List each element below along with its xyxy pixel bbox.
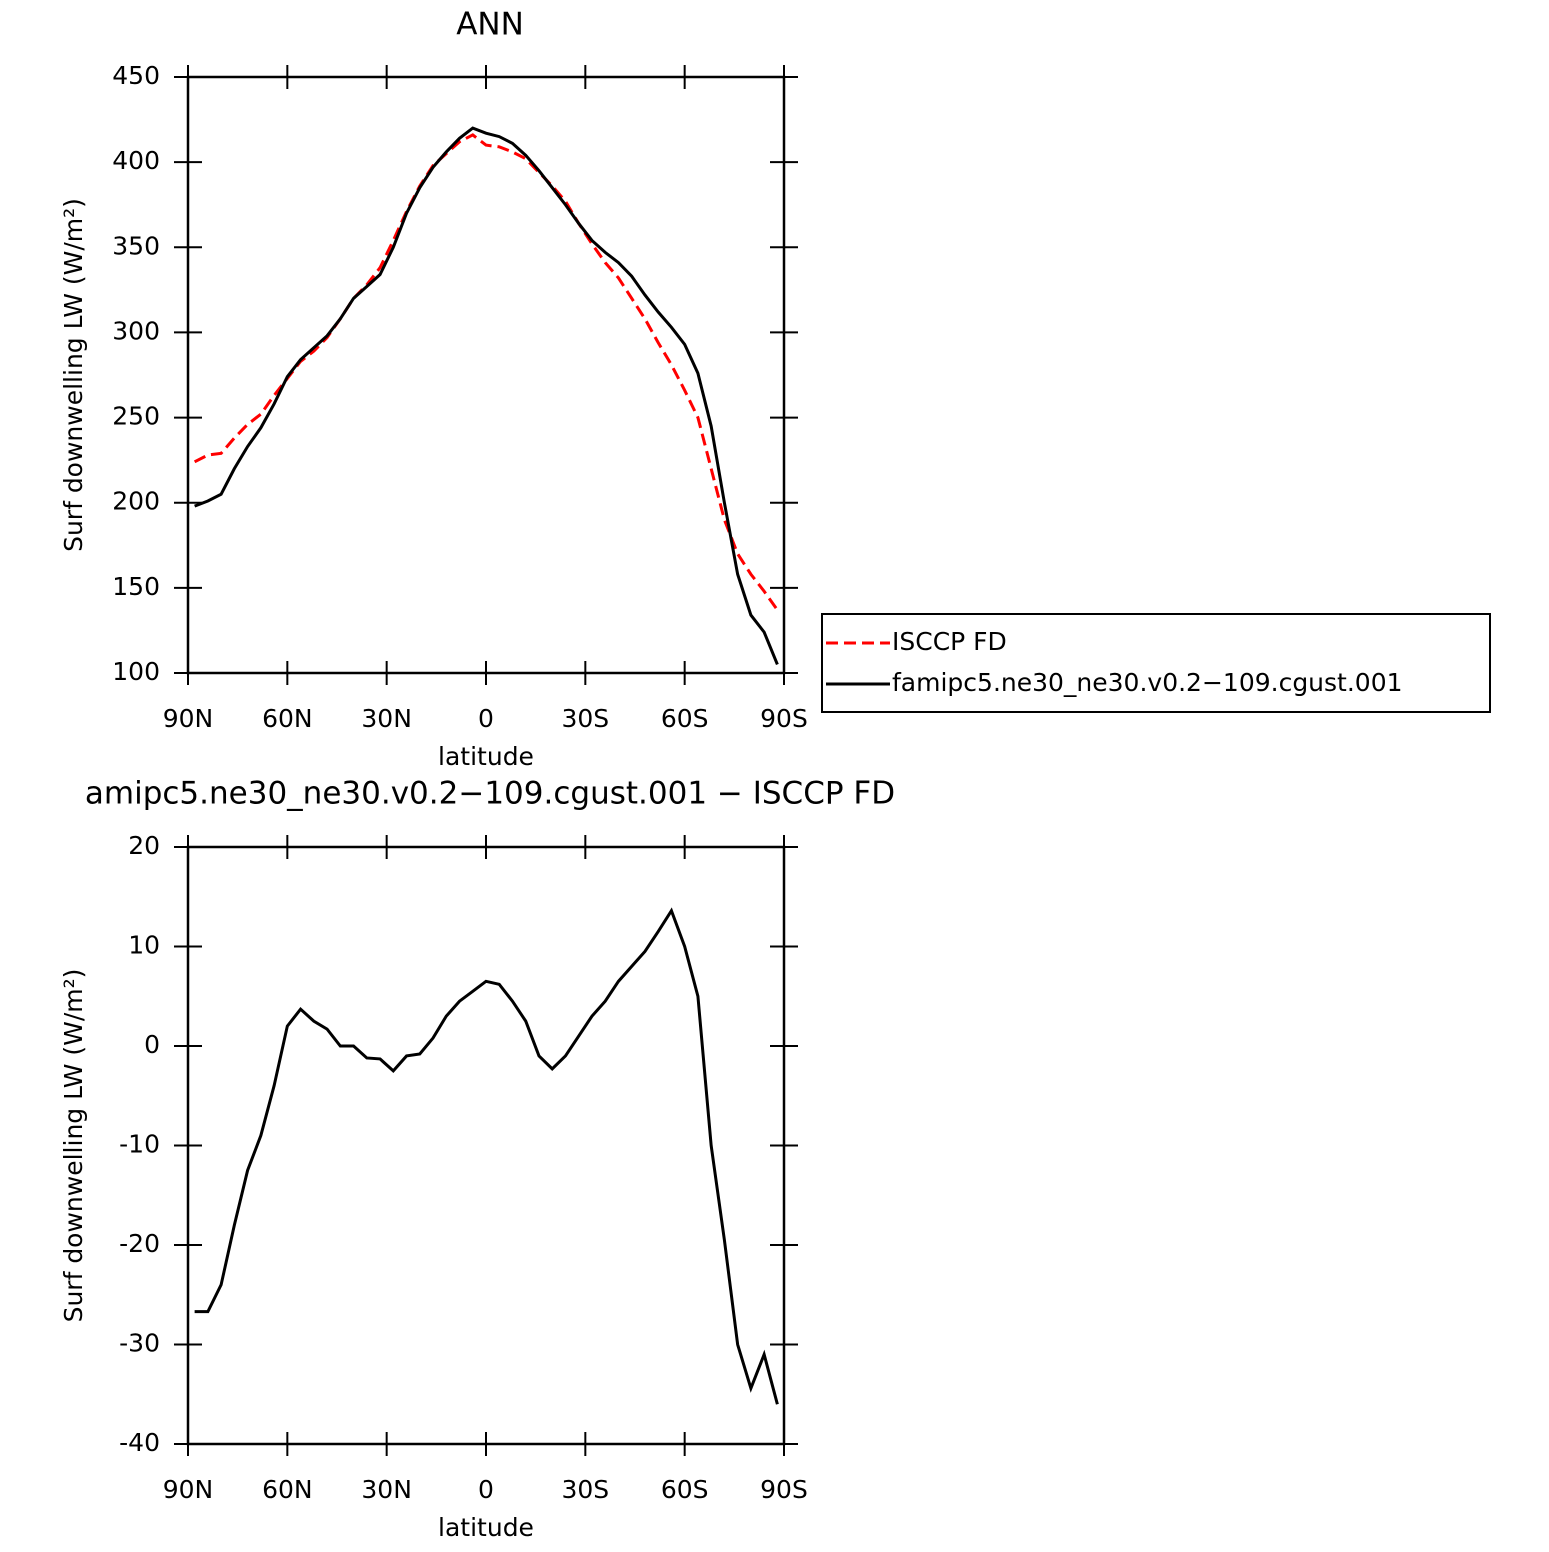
chart-title: amipc5.ne30_ne30.v0.2−109.cgust.001 − IS… — [85, 776, 895, 812]
y-tick-label: 20 — [128, 831, 160, 860]
y-tick-label: 100 — [112, 657, 160, 686]
x-tick-label: 30S — [561, 1475, 609, 1504]
plot-frame — [186, 845, 786, 1446]
x-tick-label: 30S — [561, 704, 609, 733]
y-tick-label: 150 — [112, 572, 160, 601]
x-axis-label: latitude — [438, 1513, 534, 1542]
y-tick-label: -30 — [119, 1329, 160, 1358]
y-axis-label: Surf downwelling LW (W/m²) — [59, 969, 88, 1323]
x-tick-label: 60N — [262, 704, 313, 733]
y-tick-label: 450 — [112, 61, 160, 90]
legend-label: famipc5.ne30_ne30.v0.2−109.cgust.001 — [892, 668, 1403, 697]
y-tick-label: -20 — [119, 1229, 160, 1258]
data-line — [194, 126, 779, 666]
y-tick-label: 300 — [112, 316, 160, 345]
x-tick-label: 0 — [478, 704, 494, 733]
x-tick-label: 90N — [163, 704, 214, 733]
x-axis-label: latitude — [438, 742, 534, 771]
x-tick-label: 90S — [760, 704, 808, 733]
x-tick-label: 90N — [163, 1475, 214, 1504]
x-tick-label: 60S — [661, 704, 709, 733]
y-tick-label: 350 — [112, 231, 160, 260]
y-tick-label: 10 — [128, 931, 160, 960]
legend-box — [821, 613, 1491, 713]
data-line — [194, 907, 779, 1405]
x-tick-label: 90S — [760, 1475, 808, 1504]
y-tick-label: 0 — [144, 1030, 160, 1059]
x-tick-label: 30N — [361, 1475, 412, 1504]
y-tick-label: -10 — [119, 1130, 160, 1159]
x-tick-label: 60S — [661, 1475, 709, 1504]
y-tick-label: -40 — [119, 1428, 160, 1457]
x-tick-label: 60N — [262, 1475, 313, 1504]
data-line — [193, 133, 779, 611]
y-tick-label: 200 — [112, 487, 160, 516]
y-axis-label: Surf downwelling LW (W/m²) — [59, 198, 88, 552]
plot-frame — [186, 75, 786, 675]
x-tick-label: 0 — [478, 1475, 494, 1504]
legend-label: ISCCP FD — [892, 627, 1007, 656]
y-tick-label: 400 — [112, 146, 160, 175]
chart-title: ANN — [456, 7, 524, 43]
x-tick-label: 30N — [361, 704, 412, 733]
y-tick-label: 250 — [112, 402, 160, 431]
